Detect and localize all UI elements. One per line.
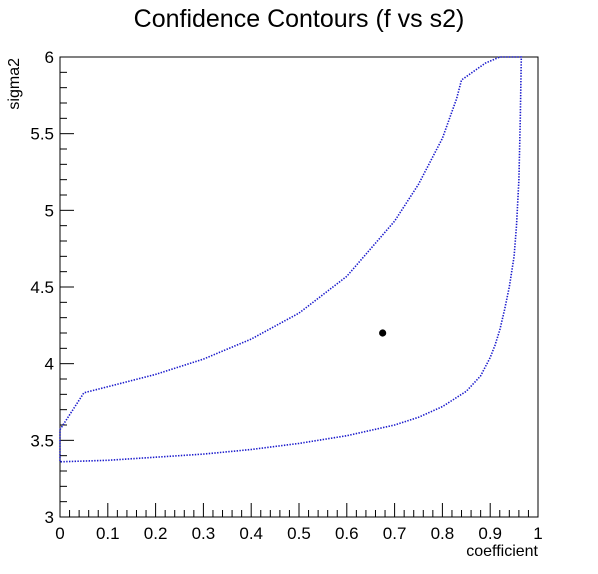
x-tick-label: 0.3 <box>192 524 216 543</box>
y-tick-label: 6 <box>45 48 54 67</box>
y-tick-label: 5.5 <box>30 125 54 144</box>
x-tick-label: 0.7 <box>383 524 407 543</box>
x-axis-title: coefficient <box>466 543 538 560</box>
x-tick-label: 0.6 <box>335 524 359 543</box>
y-tick-label: 3 <box>45 508 54 527</box>
x-tick-label: 1 <box>533 524 542 543</box>
y-tick-label: 5 <box>45 201 54 220</box>
y-tick-label: 4 <box>45 355 54 374</box>
x-tick-label: 0.4 <box>239 524 263 543</box>
chart-title: Confidence Contours (f vs s2) <box>134 5 465 33</box>
y-axis-title: sigma2 <box>6 58 23 110</box>
y-tick-label: 4.5 <box>30 278 54 297</box>
x-tick-label: 0.1 <box>96 524 120 543</box>
x-tick-label: 0.8 <box>431 524 455 543</box>
x-tick-label: 0.2 <box>144 524 168 543</box>
x-tick-label: 0 <box>55 524 64 543</box>
x-tick-label: 0.9 <box>478 524 502 543</box>
best-fit-point <box>379 329 387 337</box>
plot-area: 0 0.1 0.2 0.3 0.4 0.5 0.6 0.7 0.8 0.9 1 3 3.5 4 4.5 5 5.… <box>30 48 542 543</box>
x-tick-label: 0.5 <box>287 524 311 543</box>
y-tick-label: 3.5 <box>30 431 54 450</box>
plot-frame <box>59 56 539 518</box>
contour-line <box>59 56 523 463</box>
